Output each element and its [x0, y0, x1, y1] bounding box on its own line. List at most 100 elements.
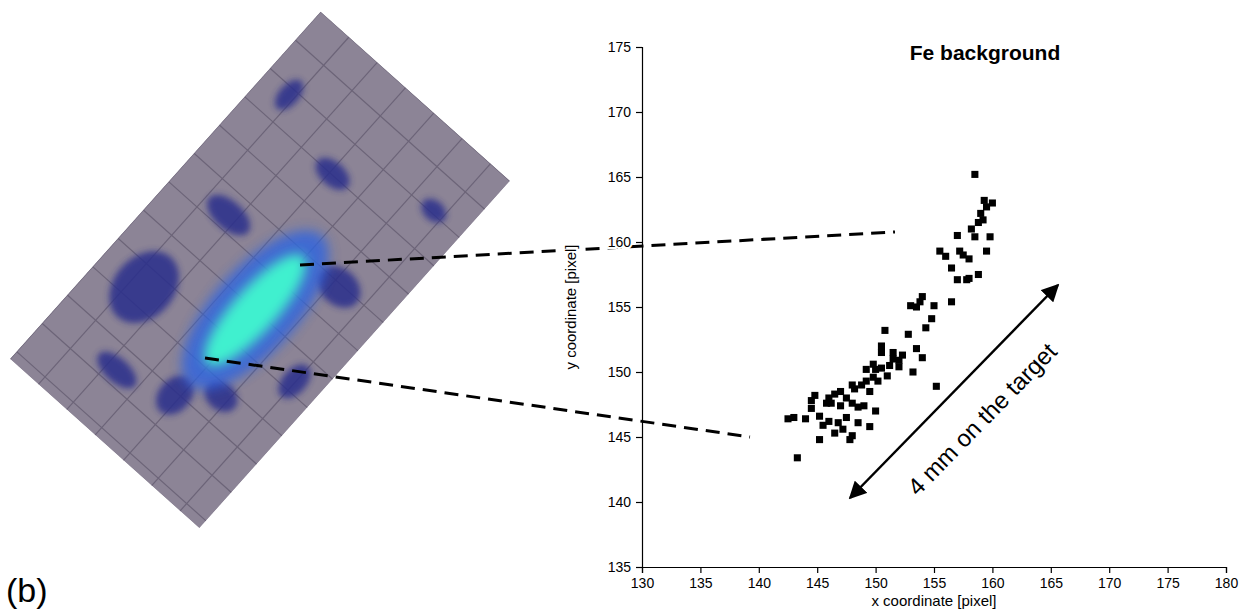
tick-mark — [636, 307, 642, 308]
point — [874, 378, 881, 385]
tick-label: 145 — [608, 429, 632, 445]
tick-label: 135 — [689, 575, 713, 591]
tick-mark — [636, 47, 642, 48]
tick-label: 165 — [608, 169, 632, 185]
point — [849, 432, 856, 439]
point — [831, 430, 838, 437]
point — [942, 253, 949, 260]
point — [922, 324, 929, 331]
tick-mark — [636, 567, 642, 568]
photo-spot — [95, 237, 193, 337]
x-axis-title: x coordinate [pixel] — [871, 592, 996, 609]
photo-grid — [152, 138, 463, 485]
point — [980, 216, 987, 223]
target-photo — [10, 12, 510, 529]
tick-label: 165 — [1040, 575, 1064, 591]
point — [794, 454, 801, 461]
photo-spot — [270, 75, 309, 115]
tick-label: 160 — [608, 234, 632, 250]
glow-outer — [157, 207, 353, 412]
tick-mark — [759, 567, 760, 573]
point — [928, 315, 935, 322]
tick-label: 130 — [631, 575, 655, 591]
point — [855, 419, 862, 426]
x-axis: 130135140145150155160165170175180 — [631, 567, 1239, 591]
photo-spot — [417, 194, 451, 228]
point — [825, 418, 832, 425]
tick: 130 — [631, 567, 655, 591]
point — [919, 293, 926, 300]
y-axis-title: y coordinate [pixel] — [562, 244, 579, 369]
tick-label: 145 — [806, 575, 830, 591]
panel-label: (b) — [6, 571, 48, 609]
photo-grid — [245, 97, 434, 266]
tick-mark — [1167, 567, 1168, 573]
tick-mark — [700, 567, 701, 573]
tick-label: 150 — [864, 575, 888, 591]
point — [863, 366, 870, 373]
photo-spot — [200, 187, 257, 243]
point — [968, 225, 975, 232]
tick: 165 — [608, 169, 642, 185]
tick-mark — [992, 567, 993, 573]
tick-label: 155 — [608, 299, 632, 315]
point — [954, 276, 961, 283]
point — [905, 331, 912, 338]
photo-grid — [95, 88, 406, 435]
tick: 175 — [608, 39, 642, 55]
figure: 1301351401451501551601651701751801351401… — [0, 0, 1254, 616]
tick-mark — [1109, 567, 1110, 573]
tick-label: 140 — [748, 575, 772, 591]
tick-mark — [636, 242, 642, 243]
point — [983, 248, 990, 255]
point — [872, 366, 879, 373]
tick-mark — [1051, 567, 1052, 573]
tick: 160 — [981, 567, 1005, 591]
connector-line — [300, 232, 895, 265]
tick-label: 160 — [981, 575, 1005, 591]
point — [987, 233, 994, 240]
tick-mark — [636, 372, 642, 373]
point — [919, 354, 926, 361]
point — [971, 171, 978, 178]
tick: 145 — [608, 429, 642, 445]
point — [913, 345, 920, 352]
point — [909, 368, 916, 375]
point — [989, 199, 996, 206]
point — [933, 383, 940, 390]
tick: 150 — [864, 567, 888, 591]
axis-line — [643, 568, 1227, 574]
tick-label: 170 — [608, 104, 632, 120]
photo-spot — [310, 152, 356, 197]
point — [825, 394, 832, 401]
point — [981, 197, 988, 204]
tick-label: 175 — [1156, 575, 1180, 591]
tick-mark — [817, 567, 818, 573]
point — [899, 352, 906, 359]
point — [866, 423, 873, 430]
photo-grid — [270, 68, 459, 237]
point — [960, 251, 967, 258]
tick: 135 — [608, 559, 642, 575]
point — [863, 378, 870, 385]
tick: 170 — [1098, 567, 1122, 591]
tick: 140 — [748, 567, 772, 591]
tick-label: 135 — [608, 559, 632, 575]
point — [878, 349, 885, 356]
tick: 165 — [1040, 567, 1064, 591]
tick-mark — [934, 567, 935, 573]
point — [930, 302, 937, 309]
point — [839, 426, 846, 433]
tick: 145 — [806, 567, 830, 591]
tick: 180 — [1215, 567, 1239, 591]
tick-mark — [1226, 567, 1227, 573]
point — [948, 298, 955, 305]
point — [886, 362, 893, 369]
tick-label: 140 — [608, 494, 632, 510]
point — [948, 264, 955, 271]
tick: 160 — [608, 234, 642, 250]
point — [975, 271, 982, 278]
point — [878, 342, 885, 349]
point — [849, 381, 856, 388]
point — [954, 232, 961, 239]
